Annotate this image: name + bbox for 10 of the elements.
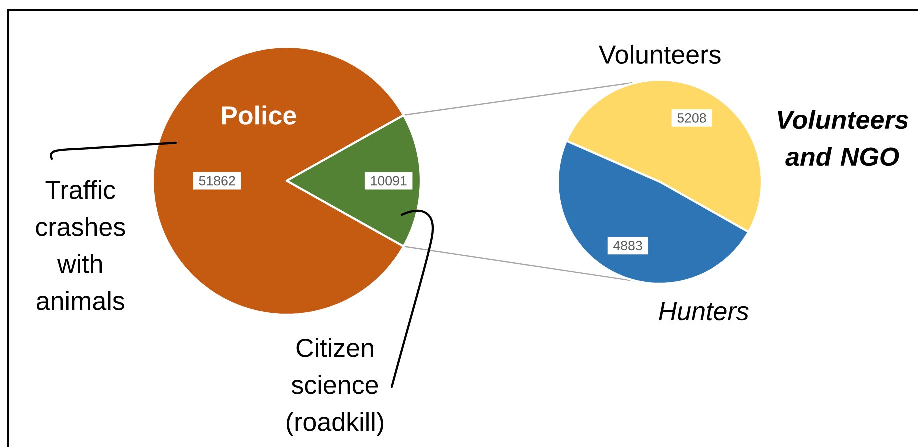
text: Traffic crashes with animals <box>36 180 126 310</box>
slice-label: Police <box>222 106 296 125</box>
data-label: 4883 <box>614 241 642 251</box>
slice-label: Hunters <box>659 302 749 321</box>
data-label: 5208 <box>678 113 706 123</box>
data-label: 10091 <box>371 176 407 186</box>
data-label: 51862 <box>199 176 236 186</box>
text: Volunteers and NGO <box>778 110 908 166</box>
slice-label: Volunteers <box>598 44 721 64</box>
slice-label: Citizen science (roadkill) <box>287 338 384 436</box>
